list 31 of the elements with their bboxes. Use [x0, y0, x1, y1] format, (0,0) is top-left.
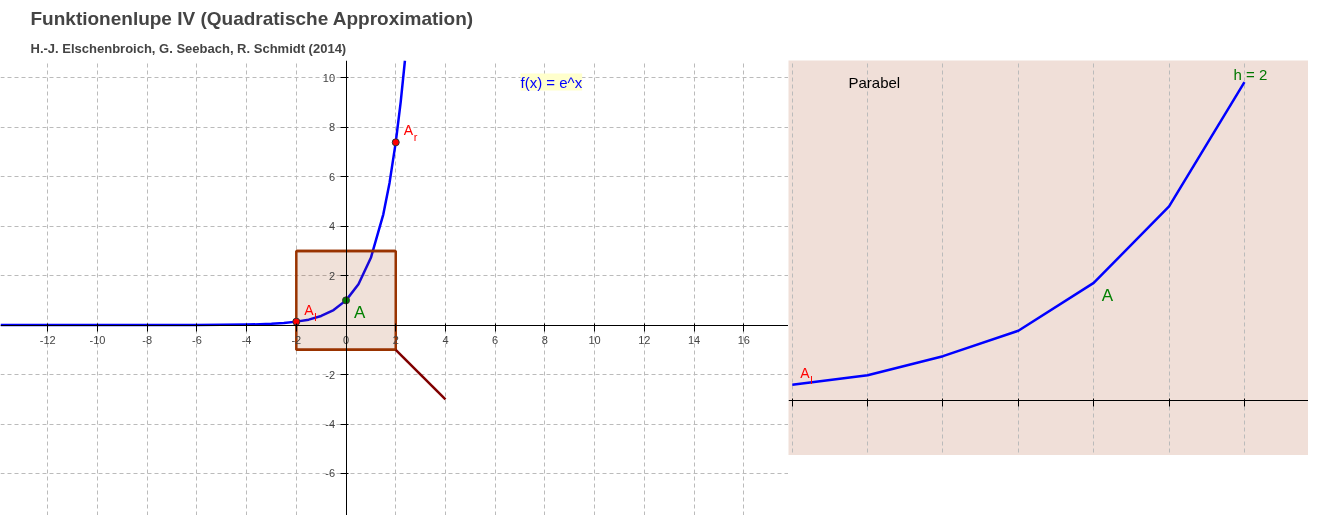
x-tick-label: 8: [541, 334, 548, 347]
annotation: A: [1101, 285, 1114, 305]
point: [342, 296, 351, 305]
x-tick-label: -8: [142, 334, 153, 347]
chart-title: Funktionenlupe IV (Quadratische Approximation): [30, 7, 474, 29]
y-tick-label: 8: [328, 121, 336, 134]
x-tick-label: 4: [442, 334, 449, 347]
point: [292, 317, 301, 326]
annotation: Parabel: [848, 73, 901, 91]
x-tick-label: -4: [241, 334, 252, 347]
x-tick-label: 2: [392, 334, 399, 347]
y-tick-label: 6: [328, 170, 336, 183]
x-tick-label: 6: [492, 334, 499, 347]
x-tick-label: 14: [687, 334, 701, 347]
x-tick-label: 10: [588, 334, 601, 347]
y-tick-label: 4: [328, 220, 336, 233]
annotation: f(x) = e^x: [520, 73, 583, 91]
x-tick-label: 16: [737, 334, 750, 347]
x-tick-label: 12: [638, 334, 651, 347]
annotation: h = 2: [1233, 65, 1268, 83]
point: [391, 138, 400, 147]
x-tick-label: -10: [89, 334, 106, 347]
y-tick-label: 2: [328, 269, 336, 282]
x-tick-label: -12: [39, 334, 56, 347]
y-tick-label: -6: [325, 467, 336, 480]
chart-subtitle: H.-J. Elschenbroich, G. Seebach, R. Schmidt (2014): [30, 40, 347, 56]
y-tick-label: -4: [325, 418, 336, 431]
x-tick-label: -6: [191, 334, 202, 347]
series-label: A: [354, 303, 367, 323]
y-tick-label: -2: [325, 368, 336, 381]
y-tick-label: 10: [322, 71, 336, 84]
